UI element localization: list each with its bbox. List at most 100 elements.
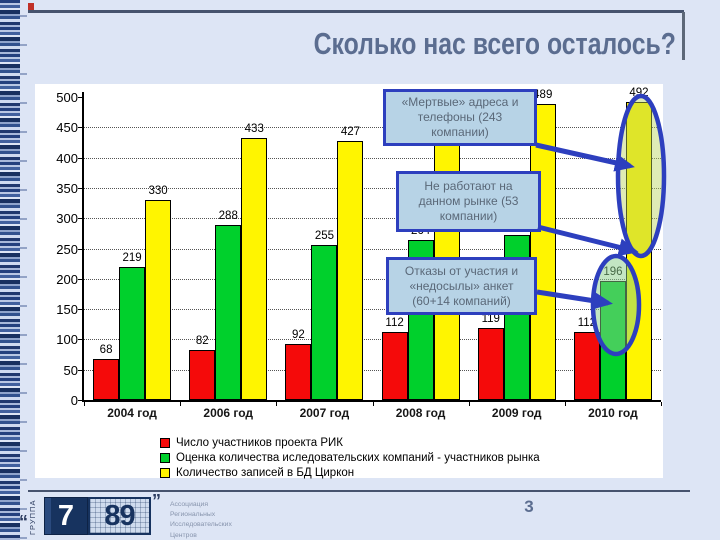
- bar-value-s1-c1: 288: [218, 210, 238, 223]
- y-axis-label-200: 200: [56, 271, 78, 287]
- title-vertical-rule: [682, 12, 685, 60]
- x-axis-label-2: 2007 год: [299, 406, 350, 420]
- legend-label-0: Число участников проекта РИК: [176, 436, 343, 449]
- bar-value-s2-c2: 427: [340, 126, 360, 139]
- bar-s0-c0: [93, 358, 120, 400]
- bar-value-s1-c2: 255: [314, 230, 334, 243]
- y-tick-350: [78, 187, 84, 189]
- x-axis-label-0: 2004 год: [107, 406, 157, 420]
- y-axis-label-150: 150: [56, 302, 78, 318]
- y-tick-100: [78, 339, 84, 341]
- gridline-400: [84, 157, 661, 159]
- bar-s2-c1: [241, 137, 268, 400]
- bar-value-s2-c1: 433: [244, 122, 264, 135]
- bar-s0-c5: [573, 332, 600, 400]
- logo-group-label: ГРУППА: [28, 499, 37, 535]
- y-axis-label-250: 250: [56, 241, 78, 257]
- org-line: Ассоциация: [170, 501, 209, 508]
- legend-label-2: Количество записей в БД Циркон: [176, 466, 355, 479]
- y-axis-label-300: 300: [56, 211, 78, 227]
- logo-open-quote: “: [19, 512, 28, 532]
- legend-item-1: Оценка количества иследовательских компа…: [160, 451, 540, 464]
- bar-s0-c3: [381, 332, 408, 400]
- bar-s1-c0: [119, 267, 146, 400]
- y-tick-400: [78, 157, 84, 159]
- chart-panel: 0 50 100 150 200 250 300 350 400 450 500 2004 год 68…: [35, 84, 663, 479]
- org-line: Исследовательских: [170, 521, 232, 529]
- bar-s2-c3: [433, 109, 460, 400]
- bar-s0-c2: [285, 344, 312, 400]
- y-axis-line: [82, 92, 84, 402]
- x-axis-label-5: 2010 год: [588, 406, 638, 420]
- gridline-100: [84, 339, 661, 341]
- x-tick-5: [564, 402, 566, 406]
- bar-s0-c4: [477, 327, 504, 400]
- y-axis-label-100: 100: [56, 332, 78, 348]
- x-tick-2: [276, 402, 278, 406]
- y-tick-200: [78, 278, 84, 280]
- x-tick-4: [468, 402, 470, 406]
- gridline-300: [84, 218, 661, 220]
- x-tick-0: [84, 402, 85, 406]
- x-tick-1: [180, 402, 182, 406]
- org-line: Центров: [170, 531, 197, 539]
- x-axis-label-3: 2008 год: [395, 406, 446, 420]
- bar-value-s0-c0: 68: [99, 343, 113, 356]
- y-tick-50: [78, 369, 84, 371]
- bar-s2-c0: [145, 200, 172, 400]
- slide-title: Сколько нас всего осталось?: [313, 26, 676, 61]
- bar-s2-c5: [625, 101, 652, 400]
- y-tick-450: [78, 127, 84, 129]
- bottom-rule: [28, 490, 690, 492]
- gridline-250: [84, 248, 661, 250]
- y-axis-label-400: 400: [56, 150, 78, 166]
- y-tick-150: [78, 309, 84, 311]
- callout-dead-addresses: «Мертвые» адреса и телефоны (243 компани…: [383, 89, 537, 146]
- page-number: 3: [524, 497, 534, 516]
- y-tick-500: [78, 97, 84, 98]
- gridline-150: [84, 309, 661, 311]
- bar-s1-c5: [599, 281, 626, 400]
- legend-item-2: Количество записей в БД Циркон: [160, 466, 354, 479]
- y-axis-label-450: 450: [56, 120, 78, 136]
- bar-value-s2-c4: 489: [533, 88, 553, 101]
- gridline-200: [84, 278, 661, 280]
- x-axis-label-1: 2006 год: [203, 406, 254, 420]
- bar-s1-c1: [215, 225, 242, 400]
- bar-s1-c2: [311, 245, 338, 400]
- y-tick-0: [78, 400, 84, 401]
- y-axis-label-500: 500: [56, 90, 78, 105]
- y-axis-label-50: 50: [63, 362, 78, 378]
- logo-close-quote: ”: [152, 491, 161, 511]
- x-axis-line: [82, 400, 661, 402]
- top-rule: [28, 10, 684, 13]
- y-tick-250: [78, 248, 84, 250]
- left-stripe-decoration: [0, 0, 20, 540]
- bar-value-s0-c3: 112: [385, 317, 404, 330]
- legend-swatch-1: [160, 452, 170, 463]
- callout-not-on-market: Не работают на данном рынке (53 компании…: [396, 171, 541, 232]
- gridline-350: [84, 187, 661, 189]
- logo-89-box: 89: [88, 497, 151, 535]
- bar-value-s0-c1: 82: [195, 335, 209, 348]
- y-axis-label-350: 350: [56, 180, 78, 196]
- bar-s2-c2: [337, 141, 364, 400]
- bar-value-s1-c0: 219: [122, 252, 142, 265]
- y-axis-label-0: 0: [70, 393, 78, 408]
- legend-swatch-2: [160, 467, 170, 478]
- logo-7-box: 7: [44, 497, 88, 535]
- legend-label-1: Оценка количества иследовательских компа…: [176, 451, 540, 464]
- x-axis-label-4: 2009 год: [491, 406, 542, 420]
- bar-value-s0-c2: 92: [292, 329, 305, 342]
- left-stripe-ticks: [20, 0, 27, 540]
- org-line: Региональных: [170, 511, 216, 519]
- bar-s0-c1: [189, 350, 216, 400]
- x-tick-6: [661, 402, 662, 406]
- bar-value-s2-c0: 330: [148, 185, 168, 198]
- bar-value-s2-c5: 492: [629, 86, 649, 99]
- legend-swatch-0: [160, 437, 170, 448]
- gridline-50: [84, 369, 661, 371]
- bar-s2-c4: [529, 103, 556, 400]
- red-accent-tick: [28, 3, 34, 13]
